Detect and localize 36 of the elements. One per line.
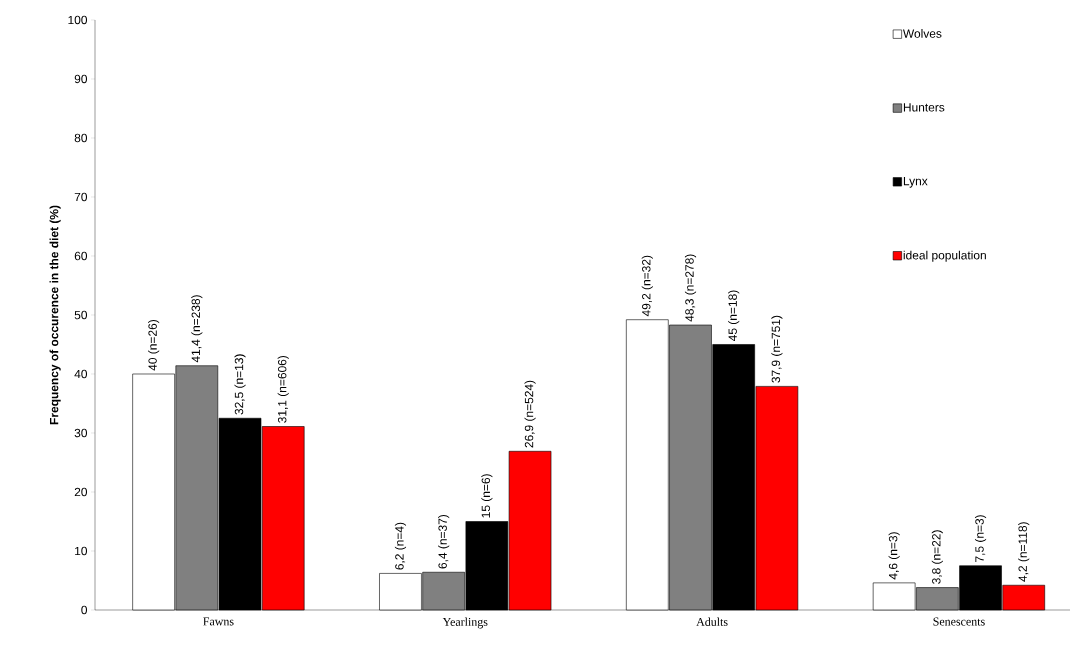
data-label: 49,2 (n=32): [641, 255, 653, 317]
data-label: 32,5 (n=13): [234, 354, 246, 415]
data-label: 15 (n=6): [481, 474, 493, 518]
y-tick-label: 60: [74, 251, 88, 261]
x-tick-label: Yearlings: [442, 617, 488, 629]
legend-label: Hunters: [903, 103, 945, 112]
y-tick-label: 80: [74, 133, 88, 143]
data-label: 6,2 (n=4): [394, 522, 407, 570]
y-tick-label: 50: [74, 310, 88, 320]
data-label: 37,9 (n=751): [771, 315, 783, 383]
y-tick-label: 20: [74, 487, 88, 497]
legend-label: Lynx: [903, 176, 928, 188]
x-tick-label: Fawns: [203, 617, 234, 626]
y-tick-label: 100: [68, 15, 88, 25]
x-tick-label: Adults: [696, 617, 728, 626]
legend-label: ideal population: [903, 250, 986, 262]
legend-label: Wolves: [902, 29, 942, 38]
data-label: 26,9 (n=524): [524, 380, 536, 448]
data-label: 40 (n=26): [148, 320, 160, 371]
data-label: 4,2 (n=118): [1018, 522, 1030, 582]
data-label: 3,8 (n=22): [931, 530, 943, 584]
y-tick-label: 30: [74, 428, 88, 438]
x-tick-label: Senescents: [933, 617, 985, 626]
y-tick-label: 0: [81, 605, 88, 615]
data-label: 45 (n=18): [728, 290, 740, 342]
y-tick-label: 10: [75, 546, 88, 556]
data-label: 6,4 (n=37): [438, 514, 450, 569]
data-label: 7,5 (n=3): [974, 515, 987, 562]
y-tick-label: 70: [74, 192, 88, 202]
data-label: 48,3 (n=278): [684, 254, 697, 322]
data-label: 31,1 (n=606): [277, 355, 289, 423]
data-label: 4,6 (n=3): [888, 532, 900, 580]
y-tick-label: 40: [74, 369, 88, 379]
y-tick-label: 90: [74, 74, 88, 84]
y-axis-title: Frequency of occurence in the diet (%): [49, 205, 61, 425]
data-label: 41,4 (n=238): [191, 295, 203, 363]
